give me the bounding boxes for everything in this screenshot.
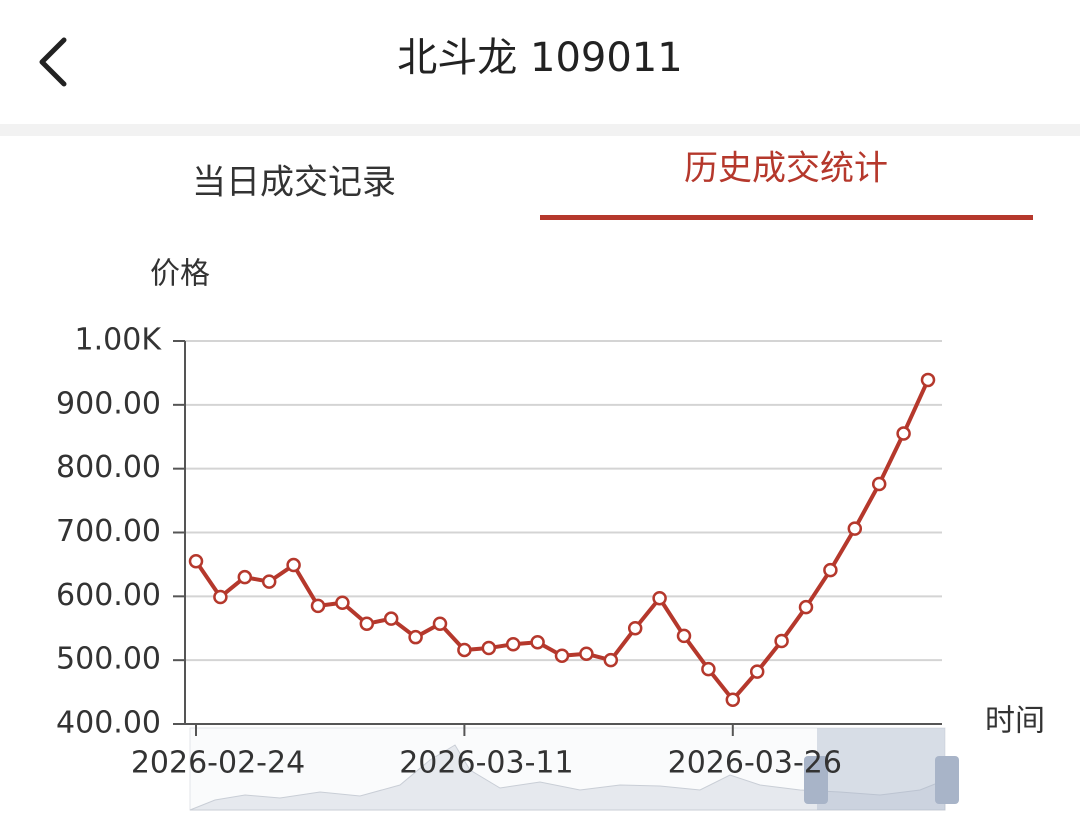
point bbox=[627, 621, 643, 636]
point bbox=[188, 553, 204, 569]
point bbox=[676, 628, 692, 644]
point bbox=[847, 521, 863, 536]
slider-window bbox=[817, 728, 945, 810]
y-tick-label: 500.00 bbox=[56, 642, 161, 677]
point bbox=[896, 426, 911, 441]
y-tick-label: 900.00 bbox=[56, 386, 161, 421]
point bbox=[408, 629, 423, 645]
back-button[interactable] bbox=[39, 37, 67, 87]
zoom-slider[interactable] bbox=[189, 727, 959, 811]
point bbox=[871, 476, 887, 492]
x-tick-label: 2026-03-11 bbox=[399, 746, 573, 781]
point bbox=[335, 595, 350, 610]
y-tick-label: 800.00 bbox=[56, 450, 161, 485]
tab[interactable]: 当日成交记录 bbox=[192, 163, 396, 203]
slider-preview bbox=[189, 744, 946, 811]
point bbox=[530, 635, 545, 650]
x-axis-label: 时间 bbox=[985, 704, 1045, 739]
point bbox=[457, 642, 472, 658]
point bbox=[359, 616, 375, 632]
point bbox=[652, 590, 667, 606]
point bbox=[798, 599, 814, 615]
slider-handle[interactable] bbox=[804, 756, 828, 804]
tab-active[interactable]: 历史成交统计 bbox=[684, 149, 888, 189]
x-tick-label: 2026-02-24 bbox=[131, 746, 305, 781]
point bbox=[237, 569, 253, 585]
tab-underline bbox=[540, 215, 1033, 220]
point bbox=[603, 652, 619, 668]
separator bbox=[0, 124, 1080, 136]
point bbox=[432, 616, 448, 632]
y-tick-label: 400.00 bbox=[56, 706, 161, 741]
y-tick-label: 700.00 bbox=[56, 514, 161, 549]
point bbox=[725, 692, 741, 707]
point bbox=[286, 557, 301, 573]
y-tick-label: 600.00 bbox=[56, 578, 161, 613]
point bbox=[579, 646, 594, 662]
x-tick-label: 2026-03-26 bbox=[668, 746, 842, 781]
point bbox=[383, 611, 399, 626]
point bbox=[481, 640, 497, 656]
point bbox=[701, 661, 716, 677]
point bbox=[261, 574, 277, 589]
page-title: 北斗龙 109011 bbox=[397, 35, 682, 81]
point bbox=[554, 648, 570, 663]
y-axis-label: 价格 bbox=[150, 257, 210, 292]
point bbox=[823, 562, 838, 578]
point bbox=[213, 589, 228, 605]
point bbox=[505, 636, 521, 652]
point bbox=[920, 372, 936, 388]
y-tick-label: 1.00K bbox=[75, 323, 163, 358]
point bbox=[774, 633, 789, 649]
point bbox=[749, 664, 765, 679]
point bbox=[310, 598, 326, 614]
slider-handle[interactable] bbox=[935, 756, 959, 804]
